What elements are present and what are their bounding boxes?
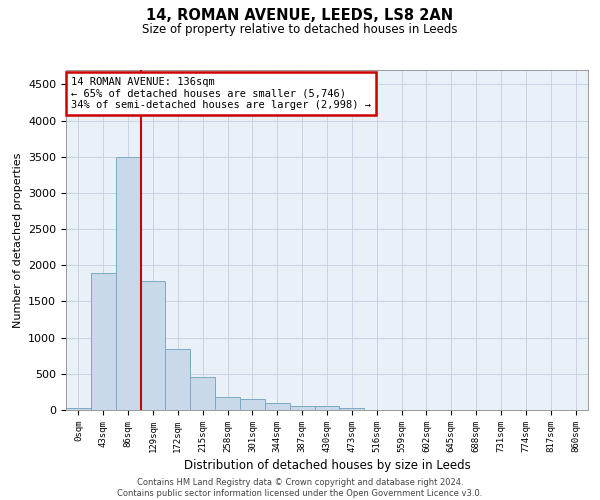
- Text: 14 ROMAN AVENUE: 136sqm
← 65% of detached houses are smaller (5,746)
34% of semi: 14 ROMAN AVENUE: 136sqm ← 65% of detache…: [71, 77, 371, 110]
- Y-axis label: Number of detached properties: Number of detached properties: [13, 152, 23, 328]
- Bar: [91, 272, 116, 410]
- Text: 14, ROMAN AVENUE, LEEDS, LS8 2AN: 14, ROMAN AVENUE, LEEDS, LS8 2AN: [146, 8, 454, 22]
- Bar: [314, 406, 340, 410]
- Text: Size of property relative to detached houses in Leeds: Size of property relative to detached ho…: [142, 22, 458, 36]
- Bar: [190, 378, 215, 410]
- Bar: [116, 157, 140, 410]
- X-axis label: Distribution of detached houses by size in Leeds: Distribution of detached houses by size …: [184, 459, 470, 472]
- Bar: [66, 408, 91, 410]
- Bar: [166, 349, 190, 410]
- Bar: [340, 408, 364, 410]
- Bar: [265, 404, 290, 410]
- Text: Contains HM Land Registry data © Crown copyright and database right 2024.
Contai: Contains HM Land Registry data © Crown c…: [118, 478, 482, 498]
- Bar: [240, 399, 265, 410]
- Bar: [140, 281, 166, 410]
- Bar: [215, 398, 240, 410]
- Bar: [290, 406, 314, 410]
